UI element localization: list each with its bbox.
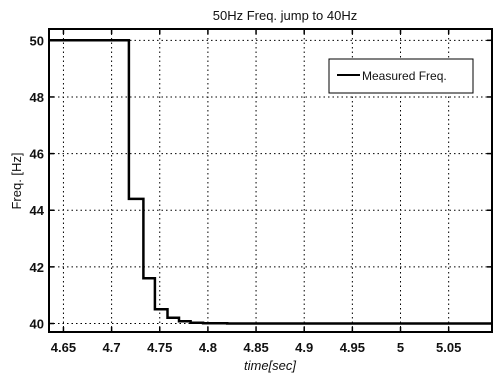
x-tick-label: 4.65 [51, 340, 76, 355]
x-tick-label: 5.05 [436, 340, 461, 355]
x-tick-label: 4.8 [199, 340, 217, 355]
legend: Measured Freq. [328, 58, 474, 94]
y-tick-label: 48 [30, 90, 44, 105]
x-tick-label: 4.85 [243, 340, 268, 355]
x-tick-label: 4.7 [103, 340, 121, 355]
y-tick-label: 44 [30, 203, 45, 218]
x-axis-label: time[sec] [244, 358, 296, 373]
plot-area [48, 28, 493, 333]
y-axis: 40 42 44 46 48 50 [30, 33, 492, 332]
series-line-measured-freq [49, 39, 492, 325]
y-tick-label: 42 [30, 260, 44, 275]
y-tick-label: 46 [30, 147, 44, 162]
legend-label: Measured Freq. [362, 69, 447, 83]
y-axis-label: Freq. [Hz] [9, 152, 24, 209]
x-tick-label: 5 [397, 340, 404, 355]
series-group [49, 39, 492, 325]
chart-title: 50Hz Freq. jump to 40Hz [213, 8, 358, 23]
x-axis: 4.65 4.7 4.75 4.8 4.85 4.9 4.95 5 5.05 [51, 29, 461, 355]
x-tick-label: 4.95 [340, 340, 365, 355]
y-tick-label: 40 [30, 317, 44, 332]
x-tick-label: 4.9 [295, 340, 313, 355]
y-tick-label: 50 [30, 33, 44, 48]
x-tick-label: 4.75 [147, 340, 172, 355]
